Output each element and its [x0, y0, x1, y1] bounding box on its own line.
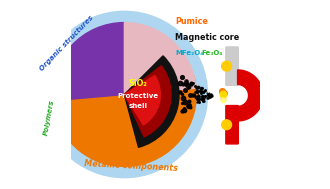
Text: Organic structures: Organic structures: [38, 14, 94, 72]
Text: Protective: Protective: [117, 93, 159, 99]
Circle shape: [222, 120, 232, 130]
FancyBboxPatch shape: [226, 105, 238, 144]
Text: Magnetic core: Magnetic core: [176, 33, 240, 42]
Text: Polymers: Polymers: [44, 99, 56, 136]
Wedge shape: [124, 66, 171, 137]
Text: Pumice: Pumice: [176, 17, 208, 26]
Circle shape: [41, 11, 208, 178]
Text: Fe₃O₄: Fe₃O₄: [201, 50, 222, 56]
Wedge shape: [124, 56, 179, 147]
Circle shape: [222, 61, 232, 71]
Text: SiO₂: SiO₂: [129, 79, 148, 88]
Text: Metallic components: Metallic components: [84, 159, 178, 173]
Text: shell: shell: [128, 103, 148, 109]
Text: MFe₂O₄: MFe₂O₄: [176, 50, 204, 56]
FancyBboxPatch shape: [226, 47, 238, 85]
Wedge shape: [52, 22, 124, 101]
Wedge shape: [53, 76, 196, 167]
Wedge shape: [124, 75, 160, 125]
Polygon shape: [238, 70, 263, 121]
Wedge shape: [124, 22, 196, 94]
